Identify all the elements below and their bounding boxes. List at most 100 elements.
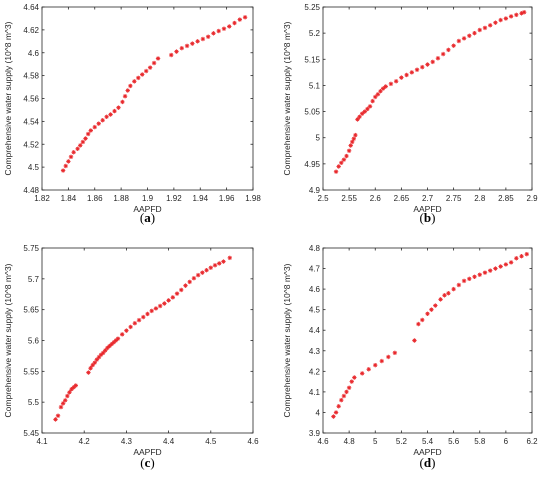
x-tick-label: 4.1 [36, 437, 48, 446]
data-point [472, 30, 477, 36]
data-point [170, 295, 176, 300]
x-tick-label: 5.4 [422, 437, 434, 446]
data-point [333, 169, 339, 174]
data-point [212, 263, 218, 268]
data-point [488, 268, 493, 273]
data-point [88, 128, 93, 133]
panel-caption: (c) [140, 455, 154, 470]
caption-letter: b [424, 210, 431, 225]
data-point [477, 272, 482, 277]
x-tick-label: 4.6 [317, 437, 329, 446]
data-point [136, 75, 141, 81]
data-point [461, 278, 467, 284]
chart-panel-b: 2.5 2.55 2.6 2.65 2.7 2.75 2.8 2.85 2.9 4.9 4.95 5 5… [282, 3, 538, 225]
data-point [344, 153, 349, 159]
data-point [132, 321, 138, 326]
y-axis-label: Comprehensive water supply (10^8 m^3) [282, 21, 292, 175]
data-point [179, 45, 184, 51]
data-point [190, 41, 195, 46]
y-tick-label: 4.2 [309, 367, 321, 376]
x-tick-label: 6.2 [526, 437, 538, 446]
y-tick-label: 5.6 [28, 337, 40, 346]
data-point [140, 72, 145, 77]
data-point [514, 256, 519, 261]
y-tick-label: 4 [316, 408, 321, 417]
data-point [451, 43, 456, 48]
y-tick-label: 4.7 [309, 265, 321, 274]
y-tick-label: 5.25 [304, 3, 320, 12]
data-point [71, 150, 76, 155]
data-point [145, 311, 150, 317]
data-point [166, 298, 171, 303]
data-point [78, 143, 83, 148]
data-point [420, 317, 425, 323]
x-tick-label: 2.7 [422, 194, 434, 203]
data-point [75, 146, 80, 152]
data-point [498, 264, 503, 269]
chart-panel-c: 4.1 4.2 4.3 4.4 4.5 4.65.455.55.555.65.655.75… [3, 244, 259, 470]
y-axis-label: Comprehensive water supply (10^8 m^3) [282, 263, 292, 417]
data-point [92, 124, 97, 130]
data-point [456, 282, 462, 288]
data-point [375, 92, 381, 97]
x-tick-label: 5 [373, 437, 378, 446]
data-point [393, 79, 399, 84]
y-tick-label: 4.5 [28, 163, 40, 172]
x-tick-label: 2.5 [317, 194, 329, 203]
caption-open-paren: ( [420, 210, 424, 225]
data-point [456, 38, 462, 44]
data-point [184, 43, 190, 49]
y-tick-label: 4.8 [309, 244, 321, 253]
y-tick-label: 4.56 [23, 95, 39, 104]
data-point [232, 20, 237, 26]
data-point [227, 24, 232, 29]
data-point [348, 143, 353, 148]
data-point [179, 287, 184, 293]
caption-close-paren: ) [151, 210, 155, 225]
data-point [357, 114, 362, 119]
x-axis-label: AAPFD [133, 204, 161, 214]
x-tick-label: 5.2 [396, 437, 408, 446]
caption-close-paren: ) [431, 455, 435, 470]
data-point [383, 84, 388, 89]
data-point [128, 324, 133, 330]
data-point [174, 49, 179, 54]
data-point [58, 404, 64, 410]
y-tick-label: 3.9 [309, 429, 321, 438]
data-point [519, 254, 524, 259]
data-point [124, 328, 129, 333]
data-point [120, 99, 125, 105]
data-point [472, 274, 477, 279]
data-point [435, 56, 441, 61]
data-point [112, 108, 117, 114]
data-point [440, 51, 446, 57]
data-point [153, 306, 159, 311]
data-point [404, 72, 409, 78]
data-point [208, 265, 213, 270]
data-point [508, 14, 514, 19]
x-tick-label: 6 [504, 437, 509, 446]
data-point [115, 336, 121, 341]
data-point [433, 303, 438, 308]
caption-open-paren: ( [140, 455, 144, 470]
data-point [116, 105, 121, 110]
data-point [467, 276, 472, 282]
data-point [414, 67, 420, 72]
data-point [141, 314, 146, 320]
data-point [493, 20, 498, 25]
data-point [524, 251, 529, 257]
y-tick-label: 5.75 [23, 244, 39, 253]
data-point [100, 118, 105, 123]
caption-letter: a [144, 210, 151, 225]
y-axis-label: Comprehensive water supply (10^8 m^3) [3, 21, 13, 175]
data-point [205, 34, 211, 39]
caption-open-paren: ( [140, 210, 144, 225]
data-point [503, 16, 509, 21]
data-point [216, 28, 221, 34]
data-point [493, 266, 498, 271]
data-point [367, 104, 373, 109]
data-point [65, 393, 70, 399]
data-point [55, 413, 61, 418]
y-tick-label: 4.54 [23, 117, 39, 126]
x-tick-label: 2.65 [394, 194, 410, 203]
